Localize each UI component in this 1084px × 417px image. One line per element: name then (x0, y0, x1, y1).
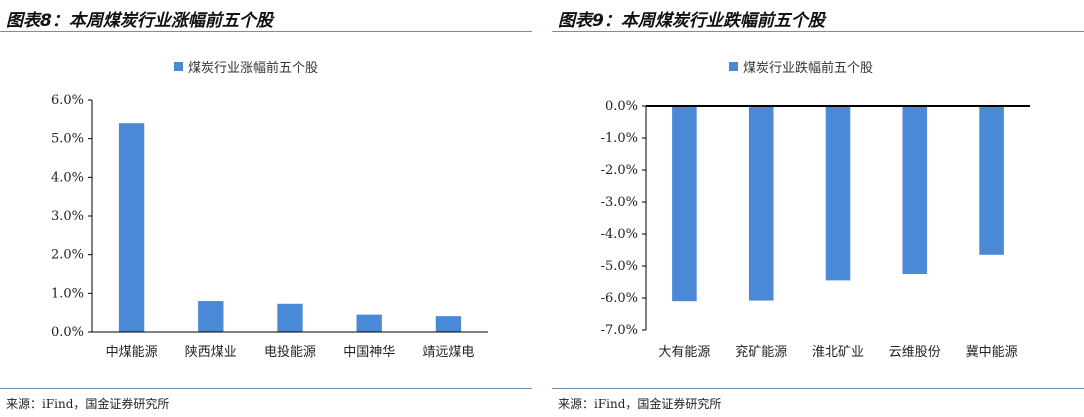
y-tick-label: -4.0% (601, 227, 638, 242)
x-category-label: 陕西煤业 (185, 345, 237, 360)
x-category-label: 中国神华 (343, 345, 395, 360)
x-category-label: 电投能源 (264, 344, 316, 360)
y-tick-label: 4.0% (51, 170, 84, 185)
losers-bar-chart: 煤炭行业跌幅前五个股 -7.0% -6.0% -5.0% -4.0% -3.0% -2.0%… (601, 60, 1030, 360)
bar (435, 316, 462, 332)
title-rule (0, 31, 532, 32)
bar (198, 301, 224, 332)
bar (672, 106, 697, 302)
y-tick-label: 5.0% (51, 132, 84, 147)
source-note: 来源：iFind，国金证券研究所 (558, 397, 722, 411)
y-tick-label: 6.0% (51, 93, 84, 108)
y-tick-label: 3.0% (51, 209, 84, 224)
y-tick-label: 0.0% (605, 99, 638, 114)
source-rule (0, 388, 532, 389)
source-rule (552, 388, 1084, 389)
x-category-label: 中煤能源 (106, 345, 158, 360)
source-note: 来源：iFind，国金证券研究所 (6, 397, 170, 411)
chart-title: 图表9：本周煤炭行业跌幅前五个股 (558, 11, 825, 31)
title-rule (552, 31, 1084, 32)
chart-title: 图表8：本周煤炭行业涨幅前五个股 (6, 11, 273, 31)
chart-panel-gainers: 图表8：本周煤炭行业涨幅前五个股 煤炭行业涨幅前五个股 0.0% 1.0% 2.0% 3… (0, 0, 532, 417)
x-category-label: 靖远煤电 (422, 345, 474, 360)
x-category-label: 云维股份 (889, 345, 941, 360)
legend-swatch (729, 62, 738, 71)
bar (902, 106, 928, 274)
bar (979, 106, 1004, 255)
chart-panel-losers: 图表9：本周煤炭行业跌幅前五个股 煤炭行业跌幅前五个股 -7.0% -6.0% -5.… (552, 0, 1084, 417)
y-tick-label: -3.0% (601, 195, 638, 210)
legend-label: 煤炭行业跌幅前五个股 (743, 60, 873, 76)
bar (748, 106, 774, 301)
y-tick-label: 0.0% (51, 325, 84, 340)
y-tick-label: -1.0% (601, 131, 638, 146)
legend-label: 煤炭行业涨幅前五个股 (188, 60, 318, 76)
x-category-label: 冀中能源 (966, 344, 1018, 360)
y-tick-label: -7.0% (601, 323, 638, 338)
bar (277, 303, 303, 332)
y-tick-label: 1.0% (51, 286, 84, 301)
bar (356, 314, 382, 332)
y-tick-label: -5.0% (601, 259, 638, 274)
bar (118, 123, 145, 332)
y-tick-label: 2.0% (51, 248, 84, 263)
x-category-label: 大有能源 (658, 345, 710, 360)
x-category-label: 兖矿能源 (735, 345, 787, 360)
y-tick-label: -2.0% (601, 163, 638, 178)
gainers-bar-chart: 煤炭行业涨幅前五个股 0.0% 1.0% 2.0% 3.0% 4.0% 5.0% 6.0% 中煤… (51, 60, 488, 360)
legend-swatch (174, 62, 183, 71)
y-tick-label: -6.0% (601, 291, 638, 306)
bar (825, 106, 851, 281)
x-category-label: 淮北矿业 (812, 345, 864, 360)
